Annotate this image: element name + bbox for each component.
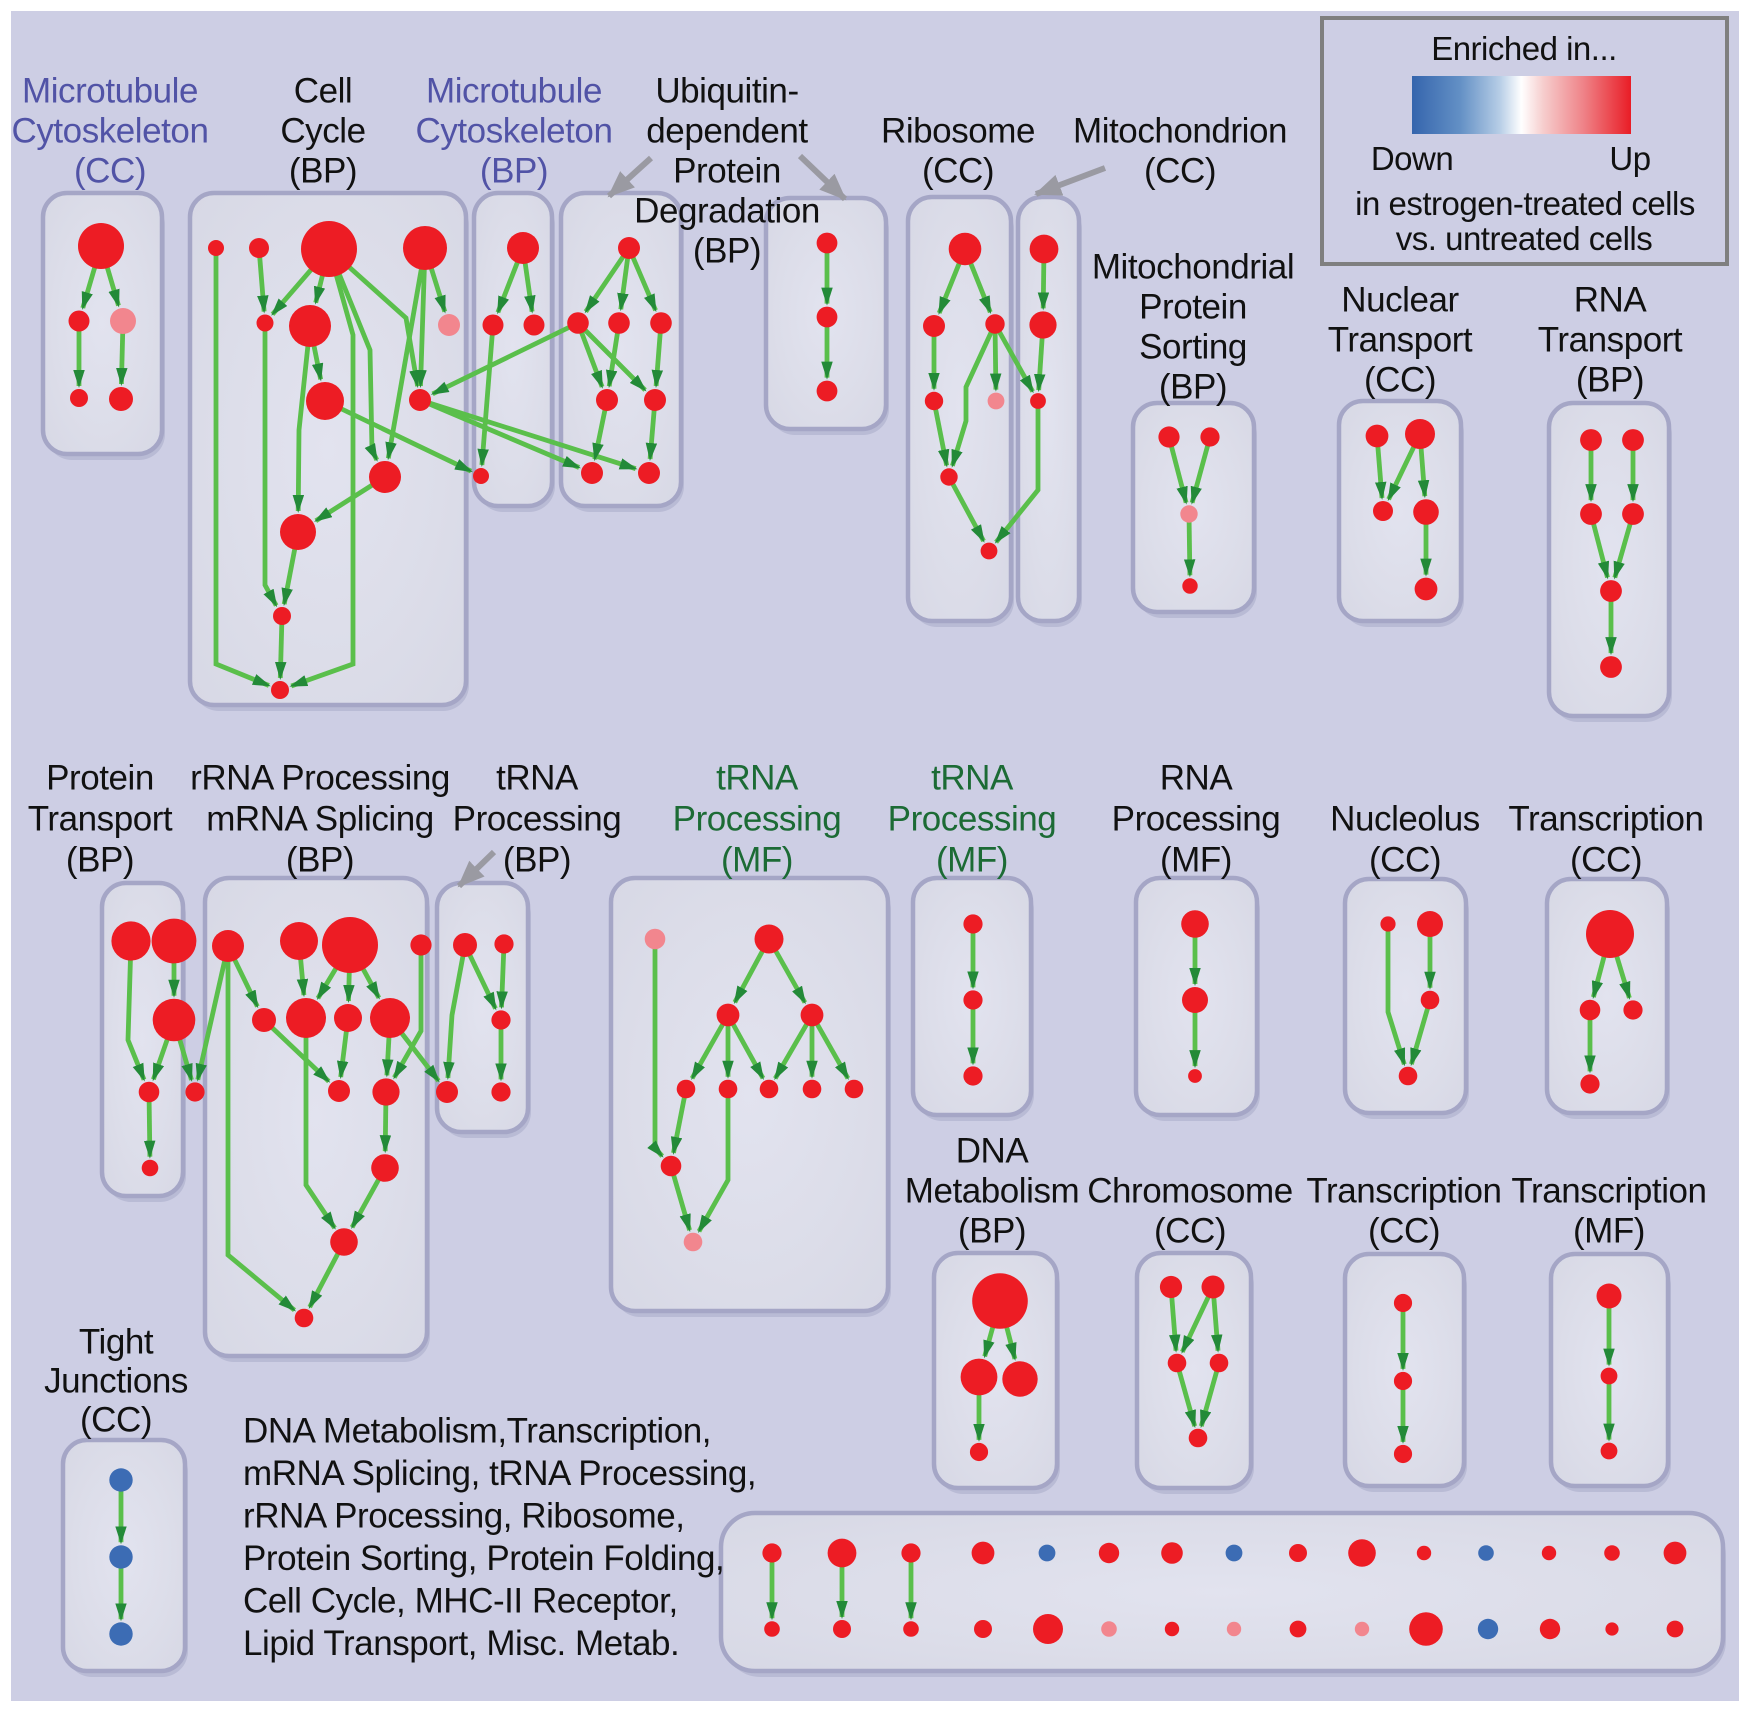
svg-text:Chromosome: Chromosome (1087, 1172, 1293, 1211)
svg-text:tRNA: tRNA (931, 759, 1014, 798)
svg-text:Transport: Transport (1538, 321, 1683, 360)
svg-text:(MF): (MF) (936, 841, 1008, 880)
svg-text:in estrogen-treated cells: in estrogen-treated cells (1355, 185, 1695, 222)
svg-text:Processing: Processing (673, 800, 842, 839)
svg-text:(CC): (CC) (1154, 1212, 1226, 1251)
svg-text:Transport: Transport (28, 800, 173, 839)
svg-text:Junctions: Junctions (44, 1362, 188, 1401)
svg-text:Tight: Tight (79, 1323, 154, 1362)
svg-text:Protein: Protein (1139, 288, 1247, 327)
svg-text:(MF): (MF) (1160, 841, 1232, 880)
svg-text:RNA: RNA (1160, 759, 1234, 798)
svg-text:(CC): (CC) (80, 1401, 152, 1440)
svg-text:Ribosome: Ribosome (881, 112, 1035, 151)
svg-text:(MF): (MF) (721, 841, 793, 880)
svg-text:DNA: DNA (956, 1132, 1030, 1171)
svg-text:Cytoskeleton: Cytoskeleton (12, 112, 209, 151)
svg-text:(BP): (BP) (1159, 368, 1227, 407)
svg-text:(BP): (BP) (1576, 361, 1644, 400)
svg-text:dependent: dependent (646, 112, 808, 151)
svg-text:(BP): (BP) (480, 152, 548, 191)
svg-text:Cytoskeleton: Cytoskeleton (416, 112, 613, 151)
svg-text:rRNA Processing, Ribosome,: rRNA Processing, Ribosome, (243, 1497, 685, 1536)
svg-text:(BP): (BP) (289, 152, 357, 191)
svg-text:Cycle: Cycle (280, 112, 365, 151)
svg-text:Lipid Transport, Misc. Metab.: Lipid Transport, Misc. Metab. (243, 1624, 679, 1663)
svg-text:Processing: Processing (888, 800, 1057, 839)
svg-text:(MF): (MF) (1573, 1212, 1645, 1251)
svg-text:(BP): (BP) (66, 841, 134, 880)
svg-text:mRNA Splicing, tRNA Processing: mRNA Splicing, tRNA Processing, (243, 1454, 756, 1493)
svg-text:(BP): (BP) (286, 841, 354, 880)
svg-text:Enriched in...: Enriched in... (1431, 30, 1617, 67)
svg-text:Cell Cycle, MHC-II Receptor,: Cell Cycle, MHC-II Receptor, (243, 1582, 678, 1621)
svg-text:rRNA Processing: rRNA Processing (190, 759, 450, 798)
svg-text:Microtubule: Microtubule (426, 72, 602, 111)
svg-text:Protein: Protein (46, 759, 154, 798)
svg-text:DNA Metabolism,Transcription,: DNA Metabolism,Transcription, (243, 1412, 711, 1451)
svg-text:(BP): (BP) (503, 841, 571, 880)
svg-text:Mitochondrial: Mitochondrial (1092, 248, 1294, 287)
svg-text:Nucleolus: Nucleolus (1330, 800, 1480, 839)
svg-text:Protein Sorting, Protein Foldi: Protein Sorting, Protein Folding, (243, 1539, 724, 1578)
svg-text:tRNA: tRNA (716, 759, 799, 798)
svg-text:(CC): (CC) (1364, 361, 1436, 400)
svg-text:(CC): (CC) (1144, 152, 1216, 191)
svg-text:Cell: Cell (294, 72, 353, 111)
svg-text:Processing: Processing (1112, 800, 1281, 839)
svg-text:RNA: RNA (1574, 281, 1648, 320)
svg-text:Mitochondrion: Mitochondrion (1073, 112, 1287, 151)
svg-text:(BP): (BP) (958, 1212, 1026, 1251)
svg-text:Transport: Transport (1328, 321, 1473, 360)
svg-text:Transcription: Transcription (1508, 800, 1703, 839)
svg-text:Processing: Processing (453, 800, 622, 839)
svg-text:(CC): (CC) (74, 152, 146, 191)
svg-text:(CC): (CC) (1369, 841, 1441, 880)
svg-text:Transcription: Transcription (1306, 1172, 1501, 1211)
svg-text:Up: Up (1609, 140, 1650, 177)
svg-text:tRNA: tRNA (496, 759, 579, 798)
svg-text:Nuclear: Nuclear (1341, 281, 1459, 320)
svg-text:(CC): (CC) (922, 152, 994, 191)
svg-text:Microtubule: Microtubule (22, 72, 198, 111)
svg-text:Transcription: Transcription (1511, 1172, 1706, 1211)
svg-text:(BP): (BP) (693, 232, 761, 271)
svg-text:vs. untreated cells: vs. untreated cells (1396, 220, 1652, 257)
svg-text:Down: Down (1371, 140, 1453, 177)
svg-text:(CC): (CC) (1368, 1212, 1440, 1251)
svg-text:Degradation: Degradation (634, 192, 820, 231)
svg-text:Sorting: Sorting (1139, 328, 1247, 367)
svg-text:Metabolism: Metabolism (905, 1172, 1079, 1211)
svg-text:Ubiquitin-: Ubiquitin- (655, 72, 798, 111)
svg-text:mRNA Splicing: mRNA Splicing (206, 800, 434, 839)
svg-text:(CC): (CC) (1570, 841, 1642, 880)
svg-text:Protein: Protein (673, 152, 781, 191)
